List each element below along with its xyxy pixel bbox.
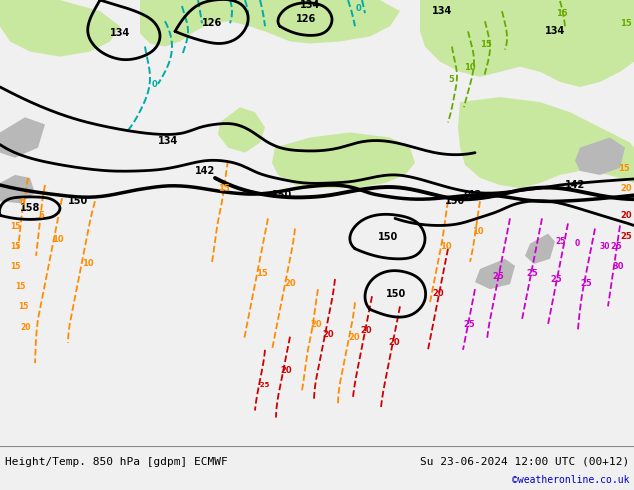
Text: 134: 134 — [545, 26, 565, 36]
Text: 5: 5 — [38, 211, 44, 220]
Polygon shape — [420, 0, 634, 87]
Text: 10: 10 — [440, 242, 451, 251]
Text: 134: 134 — [110, 28, 130, 38]
Text: ©weatheronline.co.uk: ©weatheronline.co.uk — [512, 475, 629, 485]
Text: 15: 15 — [10, 262, 20, 271]
Text: 150: 150 — [386, 289, 406, 299]
Text: -25: -25 — [258, 382, 270, 388]
Text: 15: 15 — [620, 19, 631, 28]
Text: 142: 142 — [462, 190, 482, 200]
Polygon shape — [218, 107, 265, 153]
Text: 25: 25 — [580, 279, 592, 288]
Text: 142: 142 — [565, 180, 585, 190]
Text: 25: 25 — [526, 269, 538, 278]
Text: 20: 20 — [348, 333, 359, 342]
Text: 142: 142 — [195, 166, 215, 176]
Text: 158: 158 — [20, 203, 40, 213]
Text: 15: 15 — [10, 242, 20, 251]
Text: 25: 25 — [492, 272, 504, 281]
Text: 150: 150 — [68, 196, 88, 206]
Text: 134: 134 — [300, 0, 320, 10]
Text: 20: 20 — [360, 326, 372, 335]
Text: 150: 150 — [378, 232, 398, 242]
Text: 15: 15 — [480, 40, 492, 49]
Text: 150: 150 — [272, 190, 292, 200]
Text: 20: 20 — [620, 184, 631, 193]
Text: 10: 10 — [464, 63, 476, 72]
Text: 20: 20 — [620, 211, 631, 220]
Polygon shape — [140, 0, 400, 47]
Text: 15: 15 — [256, 269, 268, 278]
Text: 5: 5 — [448, 75, 454, 84]
Polygon shape — [272, 132, 415, 188]
Text: 15: 15 — [18, 302, 29, 312]
Text: 126: 126 — [202, 18, 222, 28]
Text: 20: 20 — [310, 319, 321, 329]
Text: 134: 134 — [158, 136, 178, 146]
Text: 0: 0 — [356, 4, 362, 13]
Text: 25: 25 — [620, 232, 631, 241]
Text: 20: 20 — [284, 279, 295, 288]
Text: Su 23-06-2024 12:00 UTC (00+12): Su 23-06-2024 12:00 UTC (00+12) — [420, 457, 629, 467]
Polygon shape — [0, 117, 45, 158]
Polygon shape — [525, 234, 555, 264]
Text: 150: 150 — [445, 196, 465, 206]
Text: 25: 25 — [550, 275, 562, 284]
Text: 30: 30 — [612, 262, 623, 271]
Text: 25: 25 — [463, 319, 475, 329]
Text: 25: 25 — [610, 242, 622, 251]
Text: 126: 126 — [296, 14, 316, 24]
Text: 15: 15 — [556, 9, 568, 18]
Text: 15: 15 — [10, 221, 20, 230]
Text: 15: 15 — [618, 164, 630, 173]
Text: 20: 20 — [280, 366, 292, 375]
Text: 0: 0 — [152, 80, 158, 89]
Text: 25: 25 — [555, 237, 566, 245]
Text: 10: 10 — [472, 226, 484, 236]
Text: 0: 0 — [20, 198, 26, 207]
Polygon shape — [575, 138, 625, 175]
Text: 0: 0 — [575, 239, 580, 248]
Text: 134: 134 — [432, 6, 452, 16]
Text: 30: 30 — [600, 242, 611, 251]
Polygon shape — [0, 175, 35, 203]
Text: 20: 20 — [20, 322, 30, 332]
Text: 20: 20 — [388, 338, 399, 347]
Text: 10: 10 — [52, 235, 63, 244]
Text: 20: 20 — [322, 330, 333, 339]
Polygon shape — [0, 0, 120, 57]
Text: 15: 15 — [15, 282, 25, 291]
Text: 15: 15 — [218, 184, 230, 193]
Text: 20: 20 — [432, 289, 444, 298]
Polygon shape — [475, 259, 515, 289]
Polygon shape — [458, 97, 634, 188]
Polygon shape — [600, 0, 634, 31]
Text: Height/Temp. 850 hPa [gdpm] ECMWF: Height/Temp. 850 hPa [gdpm] ECMWF — [5, 457, 228, 467]
Text: 10: 10 — [82, 259, 94, 268]
